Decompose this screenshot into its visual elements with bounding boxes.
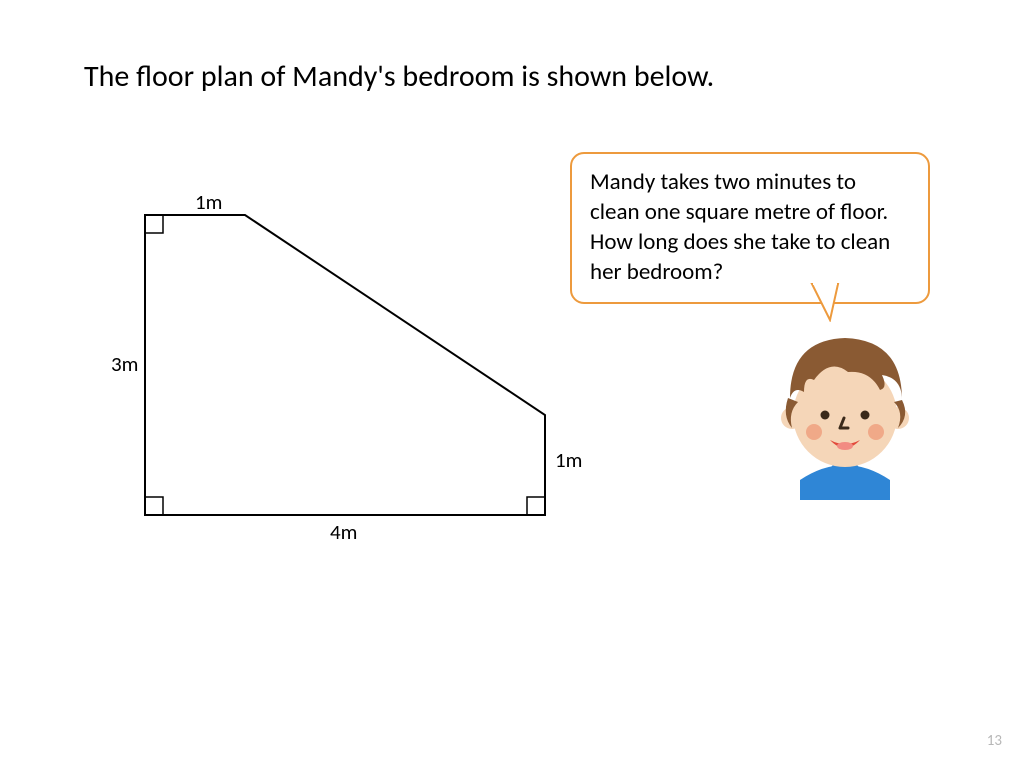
character-boy xyxy=(770,320,920,500)
right-angle-top-left xyxy=(145,215,163,233)
floorplan-svg xyxy=(115,195,575,535)
character-cheek-left xyxy=(806,424,822,440)
character-svg xyxy=(770,320,920,500)
speech-text: Mandy takes two minutes to clean one squ… xyxy=(590,168,890,286)
character-eye-left xyxy=(821,411,830,420)
page-number: 13 xyxy=(987,732,1002,750)
dim-label-left: 3m xyxy=(111,351,138,377)
speech-bubble-tail xyxy=(808,282,848,322)
right-angle-bottom-right xyxy=(527,497,545,515)
speech-bubble: Mandy takes two minutes to clean one squ… xyxy=(570,152,930,304)
character-eye-right xyxy=(861,411,870,420)
character-tongue xyxy=(837,442,853,450)
character-cheek-right xyxy=(868,424,884,440)
floorplan-outline xyxy=(145,215,545,515)
dim-label-right: 1m xyxy=(555,447,582,473)
floorplan-diagram: 1m 3m 1m 4m xyxy=(115,195,575,535)
right-angle-bottom-left xyxy=(145,497,163,515)
dim-label-bottom: 4m xyxy=(330,519,357,545)
page-title: The floor plan of Mandy's bedroom is sho… xyxy=(84,58,714,95)
dim-label-top: 1m xyxy=(195,189,222,215)
